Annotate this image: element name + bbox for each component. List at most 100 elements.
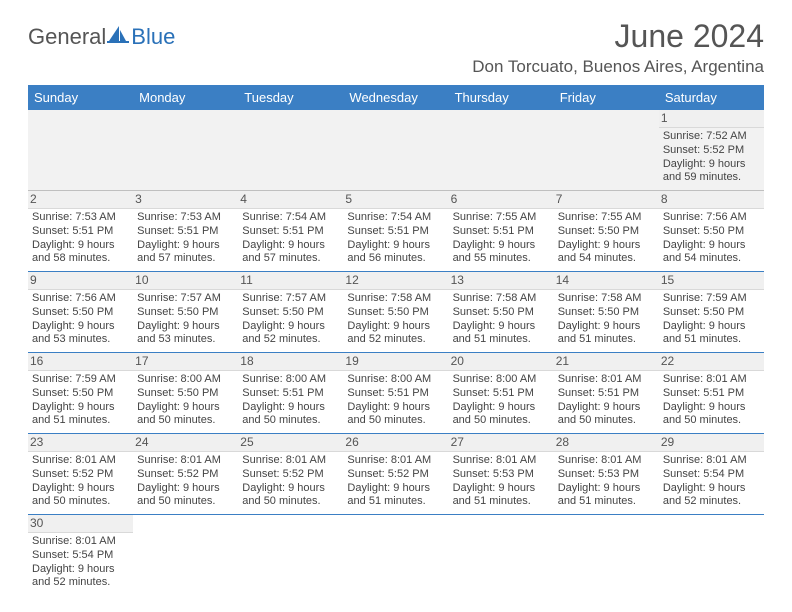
day-number: 28 bbox=[554, 434, 659, 452]
sunset-line: Sunset: 5:50 PM bbox=[137, 306, 234, 320]
day-number: 10 bbox=[133, 272, 238, 290]
sunset-line: Sunset: 5:53 PM bbox=[453, 468, 550, 482]
daylight-line: Daylight: 9 hours and 50 minutes. bbox=[663, 401, 760, 429]
logo-text-blue: Blue bbox=[131, 24, 175, 50]
sunset-line: Sunset: 5:50 PM bbox=[242, 306, 339, 320]
sunset-line: Sunset: 5:52 PM bbox=[137, 468, 234, 482]
sunrise-line: Sunrise: 7:55 AM bbox=[453, 211, 550, 225]
day-number: 27 bbox=[449, 434, 554, 452]
sunset-line: Sunset: 5:51 PM bbox=[453, 225, 550, 239]
day-cell: 22Sunrise: 8:01 AMSunset: 5:51 PMDayligh… bbox=[659, 353, 764, 434]
day-cell: 24Sunrise: 8:01 AMSunset: 5:52 PMDayligh… bbox=[133, 434, 238, 515]
sunset-line: Sunset: 5:52 PM bbox=[32, 468, 129, 482]
daylight-line: Daylight: 9 hours and 52 minutes. bbox=[663, 482, 760, 510]
day-cell: 5Sunrise: 7:54 AMSunset: 5:51 PMDaylight… bbox=[343, 191, 448, 272]
day-cell bbox=[238, 515, 343, 596]
sunset-line: Sunset: 5:50 PM bbox=[558, 225, 655, 239]
sunset-line: Sunset: 5:50 PM bbox=[558, 306, 655, 320]
daylight-line: Daylight: 9 hours and 57 minutes. bbox=[242, 239, 339, 267]
day-cell: 17Sunrise: 8:00 AMSunset: 5:50 PMDayligh… bbox=[133, 353, 238, 434]
day-number: 6 bbox=[449, 191, 554, 209]
sunrise-line: Sunrise: 7:53 AM bbox=[137, 211, 234, 225]
daylight-line: Daylight: 9 hours and 59 minutes. bbox=[663, 158, 760, 186]
day-number: 20 bbox=[449, 353, 554, 371]
day-cell bbox=[659, 515, 764, 596]
daylight-line: Daylight: 9 hours and 50 minutes. bbox=[242, 482, 339, 510]
week-row: 1Sunrise: 7:52 AMSunset: 5:52 PMDaylight… bbox=[28, 110, 764, 191]
day-cell: 21Sunrise: 8:01 AMSunset: 5:51 PMDayligh… bbox=[554, 353, 659, 434]
day-cell: 7 Sunrise: 7:55 AMSunset: 5:50 PMDaylight… bbox=[554, 191, 659, 272]
day-cell: 28Sunrise: 8:01 AMSunset: 5:53 PMDayligh… bbox=[554, 434, 659, 515]
sunset-line: Sunset: 5:50 PM bbox=[453, 306, 550, 320]
day-header: Thursday bbox=[449, 85, 554, 110]
sunrise-line: Sunrise: 7:58 AM bbox=[558, 292, 655, 306]
sunset-line: Sunset: 5:54 PM bbox=[32, 549, 129, 563]
sunset-line: Sunset: 5:50 PM bbox=[32, 387, 129, 401]
day-number: 26 bbox=[343, 434, 448, 452]
sunrise-line: Sunrise: 8:01 AM bbox=[137, 454, 234, 468]
sunset-line: Sunset: 5:50 PM bbox=[663, 225, 760, 239]
sunrise-line: Sunrise: 8:01 AM bbox=[347, 454, 444, 468]
day-cell: 26 Sunrise: 8:01 AMSunset: 5:52 PMDayligh… bbox=[343, 434, 448, 515]
sunrise-line: Sunrise: 7:55 AM bbox=[558, 211, 655, 225]
day-cell: 18Sunrise: 8:00 AMSunset: 5:51 PMDayligh… bbox=[238, 353, 343, 434]
week-row: 23Sunrise: 8:01 AMSunset: 5:52 PMDayligh… bbox=[28, 434, 764, 515]
day-cell bbox=[133, 515, 238, 596]
daylight-line: Daylight: 9 hours and 51 minutes. bbox=[347, 482, 444, 510]
sunrise-line: Sunrise: 8:00 AM bbox=[137, 373, 234, 387]
sunrise-line: Sunrise: 8:00 AM bbox=[453, 373, 550, 387]
sunrise-line: Sunrise: 8:01 AM bbox=[32, 454, 129, 468]
calendar-table: SundayMondayTuesdayWednesdayThursdayFrid… bbox=[28, 85, 764, 595]
day-number: 2 bbox=[28, 191, 133, 209]
day-number: 23 bbox=[28, 434, 133, 452]
day-number: 30 bbox=[28, 515, 133, 533]
week-row: 16Sunrise: 7:59 AMSunset: 5:50 PMDayligh… bbox=[28, 353, 764, 434]
day-number: 13 bbox=[449, 272, 554, 290]
sunset-line: Sunset: 5:52 PM bbox=[347, 468, 444, 482]
daylight-line: Daylight: 9 hours and 51 minutes. bbox=[453, 320, 550, 348]
day-number: 19 bbox=[343, 353, 448, 371]
sunrise-line: Sunrise: 8:01 AM bbox=[663, 454, 760, 468]
sunset-line: Sunset: 5:50 PM bbox=[137, 387, 234, 401]
day-cell: 20Sunrise: 8:00 AMSunset: 5:51 PMDayligh… bbox=[449, 353, 554, 434]
daylight-line: Daylight: 9 hours and 50 minutes. bbox=[32, 482, 129, 510]
daylight-line: Daylight: 9 hours and 52 minutes. bbox=[32, 563, 129, 591]
sunset-line: Sunset: 5:50 PM bbox=[347, 306, 444, 320]
day-cell: 27Sunrise: 8:01 AMSunset: 5:53 PMDayligh… bbox=[449, 434, 554, 515]
sunrise-line: Sunrise: 8:01 AM bbox=[558, 373, 655, 387]
day-cell bbox=[449, 515, 554, 596]
day-cell: 3Sunrise: 7:53 AMSunset: 5:51 PMDaylight… bbox=[133, 191, 238, 272]
day-cell: 16Sunrise: 7:59 AMSunset: 5:50 PMDayligh… bbox=[28, 353, 133, 434]
day-number: 17 bbox=[133, 353, 238, 371]
sunset-line: Sunset: 5:51 PM bbox=[347, 387, 444, 401]
title-block: June 2024 Don Torcuato, Buenos Aires, Ar… bbox=[472, 18, 764, 77]
calendar-head: SundayMondayTuesdayWednesdayThursdayFrid… bbox=[28, 85, 764, 110]
day-number: 5 bbox=[343, 191, 448, 209]
sunrise-line: Sunrise: 7:57 AM bbox=[137, 292, 234, 306]
location: Don Torcuato, Buenos Aires, Argentina bbox=[472, 57, 764, 77]
daylight-line: Daylight: 9 hours and 58 minutes. bbox=[32, 239, 129, 267]
daylight-line: Daylight: 9 hours and 50 minutes. bbox=[347, 401, 444, 429]
day-cell: 30Sunrise: 8:01 AMSunset: 5:54 PMDayligh… bbox=[28, 515, 133, 596]
sunset-line: Sunset: 5:51 PM bbox=[347, 225, 444, 239]
day-cell: 10Sunrise: 7:57 AMSunset: 5:50 PMDayligh… bbox=[133, 272, 238, 353]
sunrise-line: Sunrise: 7:58 AM bbox=[453, 292, 550, 306]
day-cell bbox=[343, 110, 448, 191]
daylight-line: Daylight: 9 hours and 54 minutes. bbox=[558, 239, 655, 267]
sunrise-line: Sunrise: 8:01 AM bbox=[663, 373, 760, 387]
day-number: 18 bbox=[238, 353, 343, 371]
daylight-line: Daylight: 9 hours and 50 minutes. bbox=[137, 482, 234, 510]
daylight-line: Daylight: 9 hours and 51 minutes. bbox=[558, 320, 655, 348]
day-number: 16 bbox=[28, 353, 133, 371]
sunset-line: Sunset: 5:50 PM bbox=[663, 306, 760, 320]
daylight-line: Daylight: 9 hours and 51 minutes. bbox=[558, 482, 655, 510]
day-cell bbox=[238, 110, 343, 191]
day-number: 7 bbox=[554, 191, 659, 209]
day-cell bbox=[28, 110, 133, 191]
day-cell: 14Sunrise: 7:58 AMSunset: 5:50 PMDayligh… bbox=[554, 272, 659, 353]
sunset-line: Sunset: 5:51 PM bbox=[242, 225, 339, 239]
daylight-line: Daylight: 9 hours and 52 minutes. bbox=[347, 320, 444, 348]
day-cell: 9Sunrise: 7:56 AMSunset: 5:50 PMDaylight… bbox=[28, 272, 133, 353]
daylight-line: Daylight: 9 hours and 56 minutes. bbox=[347, 239, 444, 267]
day-cell: 13 Sunrise: 7:58 AMSunset: 5:50 PMDayligh… bbox=[449, 272, 554, 353]
